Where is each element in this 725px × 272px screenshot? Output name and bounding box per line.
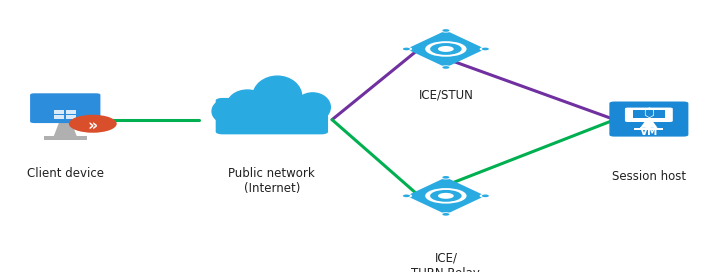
Circle shape: [442, 29, 450, 32]
Text: ⬡: ⬡: [644, 107, 654, 120]
Circle shape: [401, 194, 412, 198]
Circle shape: [430, 190, 462, 202]
Ellipse shape: [253, 76, 302, 117]
FancyBboxPatch shape: [30, 93, 100, 123]
FancyBboxPatch shape: [633, 110, 665, 118]
FancyBboxPatch shape: [54, 110, 64, 114]
Circle shape: [440, 28, 452, 33]
Circle shape: [401, 47, 412, 51]
Circle shape: [482, 48, 489, 50]
Text: ICE/STUN: ICE/STUN: [418, 88, 473, 101]
FancyBboxPatch shape: [625, 107, 673, 122]
Text: VM: VM: [639, 127, 658, 137]
FancyBboxPatch shape: [609, 101, 689, 137]
Ellipse shape: [295, 93, 331, 121]
Polygon shape: [407, 30, 485, 67]
Circle shape: [440, 175, 452, 180]
Text: Session host: Session host: [612, 170, 686, 183]
Ellipse shape: [227, 90, 268, 121]
Circle shape: [438, 193, 454, 199]
Text: Public network
(Internet): Public network (Internet): [228, 167, 315, 195]
Polygon shape: [640, 122, 658, 128]
FancyBboxPatch shape: [66, 110, 76, 114]
Circle shape: [69, 115, 117, 133]
Circle shape: [442, 66, 450, 69]
Circle shape: [403, 48, 410, 50]
Polygon shape: [634, 128, 663, 130]
Circle shape: [403, 194, 410, 197]
Circle shape: [442, 213, 450, 216]
Circle shape: [425, 188, 467, 204]
FancyBboxPatch shape: [54, 115, 64, 119]
Ellipse shape: [212, 100, 239, 123]
Polygon shape: [407, 177, 485, 214]
Circle shape: [482, 194, 489, 197]
Circle shape: [480, 47, 491, 51]
Circle shape: [442, 176, 450, 179]
FancyBboxPatch shape: [216, 98, 328, 134]
Circle shape: [440, 65, 452, 70]
Text: «: «: [86, 116, 96, 131]
Circle shape: [440, 212, 452, 217]
Text: Client device: Client device: [27, 167, 104, 180]
Text: ICE/
TURN Relay: ICE/ TURN Relay: [412, 252, 480, 272]
Circle shape: [480, 194, 491, 198]
Circle shape: [425, 41, 467, 57]
FancyBboxPatch shape: [66, 115, 76, 119]
Circle shape: [438, 46, 454, 52]
Polygon shape: [44, 136, 87, 140]
Circle shape: [430, 43, 462, 55]
Polygon shape: [54, 121, 77, 136]
